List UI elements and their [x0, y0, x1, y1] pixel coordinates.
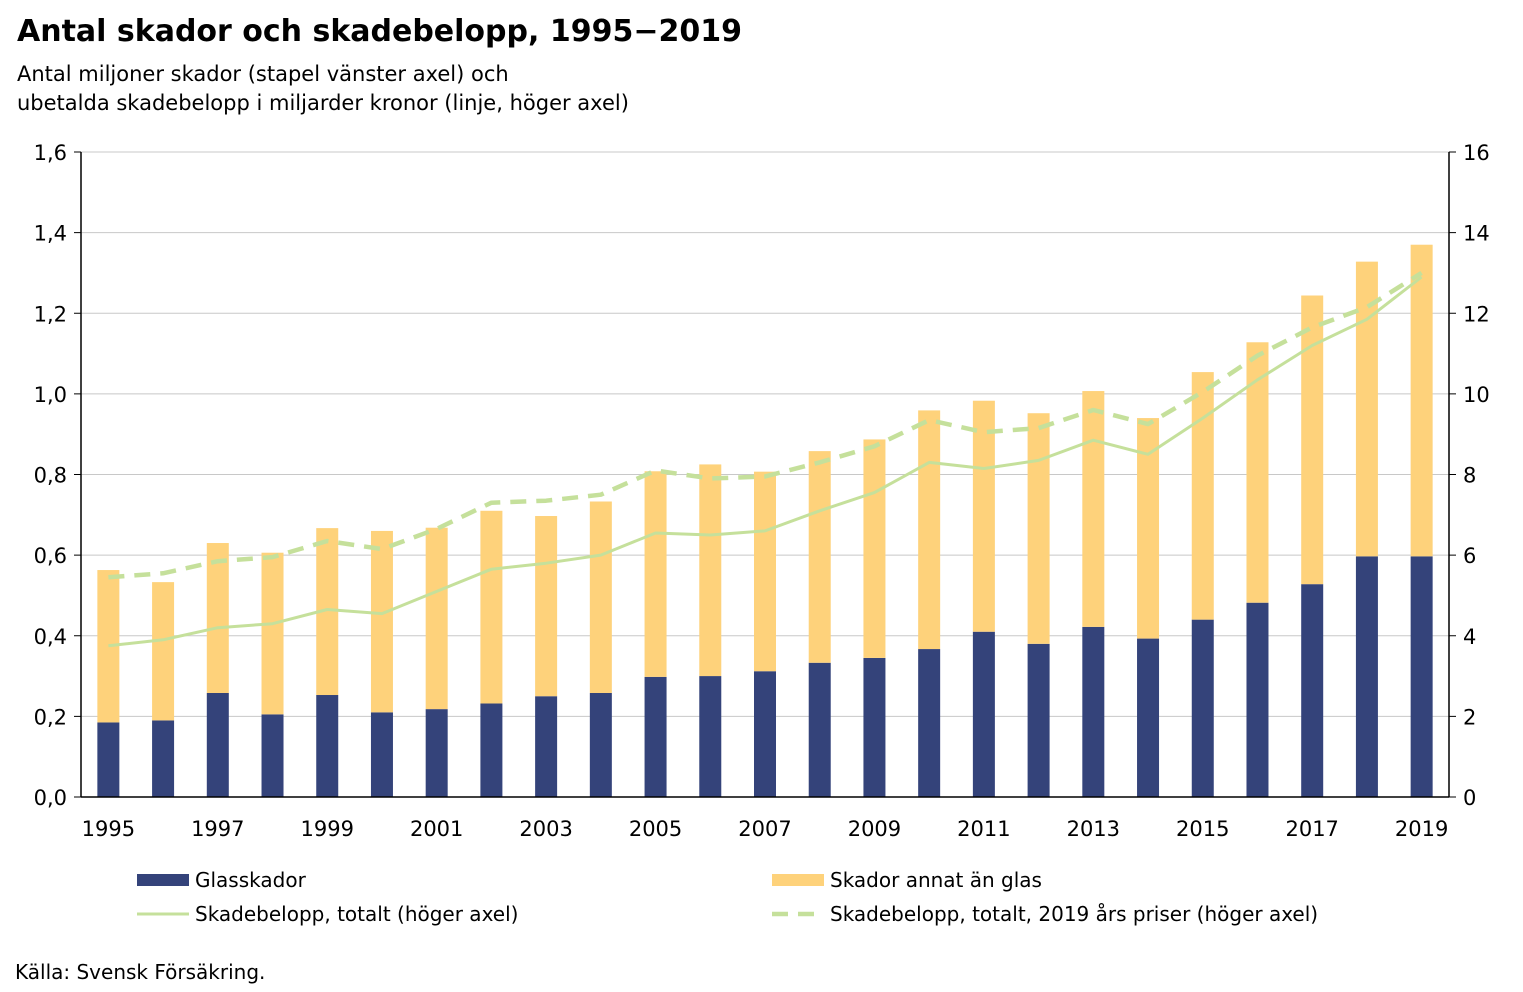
bar-skador-annat — [316, 528, 339, 696]
bar-glasskador — [1191, 619, 1214, 797]
bar-skador-annat — [863, 439, 886, 658]
source-note: Källa: Svensk Försäkring. — [15, 960, 266, 984]
bar-glasskador — [863, 657, 886, 797]
x-tick-label: 2003 — [519, 817, 572, 841]
bar-skador-annat — [972, 400, 995, 632]
bar-glasskador — [535, 696, 558, 797]
bar-skador-annat — [535, 516, 558, 697]
bar-skador-annat — [644, 471, 667, 677]
legend-label: Skadebelopp, totalt, 2019 års priser (hö… — [830, 902, 1318, 926]
y-right-tick-label: 12 — [1463, 302, 1490, 326]
y-right-tick-label: 16 — [1463, 141, 1490, 165]
bar-glasskador — [972, 631, 995, 797]
y-right-tick-label: 2 — [1463, 705, 1476, 729]
bar-glasskador — [152, 720, 175, 797]
y-left-tick-label: 1,0 — [34, 383, 67, 407]
bar-glasskador — [425, 709, 448, 797]
subtitle-line-2: ubetalda skadebelopp i miljarder kronor … — [17, 91, 629, 115]
y-right-tick-label: 10 — [1463, 383, 1490, 407]
y-right-tick-label: 4 — [1463, 625, 1476, 649]
x-tick-label: 2001 — [410, 817, 463, 841]
legend-label: Skador annat än glas — [830, 868, 1042, 892]
bar-skador-annat — [261, 552, 284, 715]
y-left-tick-label: 1,4 — [34, 222, 67, 246]
bar-skador-annat — [1246, 342, 1269, 603]
x-tick-label: 2015 — [1176, 817, 1229, 841]
bar-skador-annat — [425, 527, 448, 710]
x-tick-label: 2011 — [957, 817, 1010, 841]
y-left-tick-label: 0,8 — [34, 464, 67, 488]
x-tick-label: 1999 — [301, 817, 354, 841]
y-left-tick-label: 1,2 — [34, 302, 67, 326]
y-right-tick-label: 0 — [1463, 786, 1476, 810]
lines — [108, 270, 1423, 648]
legend: Glasskador Skador annat än glas Skadebelop… — [137, 868, 1318, 926]
bar-glasskador — [918, 649, 941, 797]
bar-glasskador — [808, 662, 831, 797]
bar-skador-annat — [1027, 413, 1050, 644]
bar-skador-annat — [1355, 261, 1378, 557]
x-tick-label: 2007 — [738, 817, 791, 841]
bar-glasskador — [699, 676, 722, 797]
bar-skador-annat — [480, 510, 503, 704]
bar-skador-annat — [152, 582, 175, 721]
bar-glasskador — [370, 712, 393, 797]
bar-glasskador — [1027, 643, 1050, 797]
x-tick-label: 2009 — [848, 817, 901, 841]
bar-glasskador — [1137, 638, 1160, 797]
bar-skador-annat — [1301, 295, 1324, 585]
chart-title: Antal skador och skadebelopp, 1995−2019 — [17, 14, 742, 49]
bar-skador-annat — [754, 471, 776, 672]
y-right-tick-label: 14 — [1463, 222, 1490, 246]
y-left-tick-label: 1,6 — [34, 141, 67, 165]
axes: 0,0 0 0,2 2 0,4 4 0,6 6 0,8 8 1,0 10 1,2 12 1,4 14 1,6 16… — [34, 141, 1490, 841]
line-skadebelopp — [108, 275, 1423, 648]
bar-skador-annat — [97, 570, 120, 723]
bar-skador-annat — [808, 451, 831, 663]
bar-glasskador — [261, 714, 284, 797]
bar-skador-annat — [370, 530, 393, 713]
bar-skador-annat — [1410, 244, 1433, 557]
legend-label: Glasskador — [195, 868, 307, 892]
bar-glasskador — [480, 703, 503, 797]
bar-glasskador — [589, 692, 612, 797]
bar-skador-annat — [589, 501, 612, 693]
chart-subtitle: Antal miljoner skador (stapel vänster ax… — [17, 60, 629, 118]
legend-label: Skadebelopp, totalt (höger axel) — [195, 902, 518, 926]
x-tick-label: 1997 — [191, 817, 244, 841]
y-left-tick-label: 0,2 — [34, 705, 67, 729]
line-skadebelopp-2019-priser — [108, 270, 1423, 580]
y-right-tick-label: 8 — [1463, 464, 1476, 488]
x-tick-label: 2017 — [1285, 817, 1338, 841]
y-right-tick-label: 6 — [1463, 544, 1476, 568]
bar-skador-annat — [918, 410, 941, 650]
bar-glasskador — [754, 671, 776, 797]
bar-glasskador — [97, 722, 120, 797]
bar-glasskador — [206, 692, 229, 797]
bar-glasskador — [1410, 556, 1433, 797]
legend-swatch — [137, 874, 189, 886]
x-tick-label: 2013 — [1067, 817, 1120, 841]
x-tick-label: 2005 — [629, 817, 682, 841]
y-left-tick-label: 0,6 — [34, 544, 67, 568]
legend-swatch — [772, 874, 824, 886]
y-left-tick-label: 0,4 — [34, 625, 67, 649]
bar-glasskador — [1355, 556, 1378, 797]
bars — [97, 244, 1433, 797]
bar-glasskador — [644, 676, 667, 797]
y-left-tick-label: 0,0 — [34, 786, 67, 810]
bar-glasskador — [1082, 626, 1105, 797]
bar-glasskador — [316, 695, 339, 797]
bar-glasskador — [1246, 602, 1269, 797]
subtitle-line-1: Antal miljoner skador (stapel vänster ax… — [17, 62, 509, 86]
bar-glasskador — [1301, 584, 1324, 797]
bar-skador-annat — [1137, 418, 1160, 639]
x-tick-label: 2019 — [1395, 817, 1448, 841]
bar-skador-annat — [1082, 391, 1105, 627]
bar-skador-annat — [699, 464, 722, 677]
bar-skador-annat — [206, 543, 229, 693]
x-tick-label: 1995 — [82, 817, 135, 841]
bar-skador-annat — [1191, 372, 1214, 620]
